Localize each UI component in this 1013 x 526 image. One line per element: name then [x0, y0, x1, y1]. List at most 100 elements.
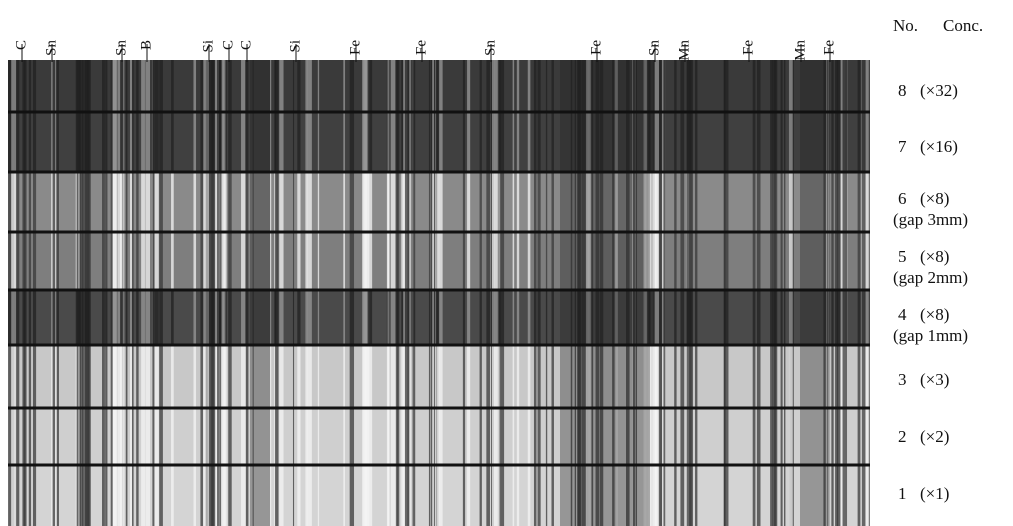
spectral-line: [368, 112, 373, 172]
spectral-line: [436, 408, 439, 465]
spectral-line: [155, 408, 159, 465]
spectral-line: [11, 60, 16, 112]
spectral-line: [223, 408, 225, 465]
spectral-line: [546, 232, 547, 290]
spectral-line: [219, 112, 220, 172]
spectral-line: [111, 408, 113, 465]
spectral-line: [115, 112, 118, 172]
spectral-line: [217, 408, 219, 465]
spectral-line: [405, 60, 409, 112]
spectral-line: [159, 408, 163, 465]
spectral-line: [680, 172, 684, 232]
spectral-line: [429, 60, 430, 112]
element-label: C: [220, 40, 236, 50]
spectral-line: [538, 290, 541, 345]
spectral-line: [486, 408, 490, 465]
spectral-line: [365, 112, 368, 172]
spectral-line: [293, 345, 294, 408]
spectral-line: [388, 60, 389, 112]
spectral-line: [246, 232, 248, 290]
spectral-line: [513, 408, 515, 465]
spectral-line: [82, 60, 84, 112]
spectral-line: [862, 112, 866, 172]
spectral-line: [120, 60, 122, 112]
spectral-line: [757, 465, 761, 526]
spectral-line: [159, 60, 163, 112]
spectral-line: [753, 112, 756, 172]
spectral-line: [241, 408, 245, 465]
spectral-line: [279, 172, 283, 232]
spectral-line: [757, 60, 761, 112]
spectral-line: [858, 465, 861, 526]
spectral-line: [368, 408, 373, 465]
spectral-line: [757, 172, 761, 232]
spectral-line: [831, 290, 833, 345]
spectral-line: [513, 345, 515, 408]
spectral-line: [858, 60, 861, 112]
spectral-line: [412, 172, 415, 232]
spectral-line: [391, 232, 396, 290]
spectral-line: [145, 345, 150, 408]
spectral-line: [827, 290, 828, 345]
row-number: 8: [898, 81, 907, 100]
spectral-line: [123, 408, 124, 465]
spectral-line: [517, 408, 519, 465]
spectral-line: [82, 172, 84, 232]
spectral-line: [115, 345, 118, 408]
spectral-line: [79, 112, 80, 172]
spectral-line: [132, 60, 134, 112]
spectral-line: [270, 345, 271, 408]
spectral-line: [102, 408, 105, 465]
spectral-line: [136, 60, 138, 112]
spectral-line: [115, 232, 118, 290]
spectral-line: [492, 112, 494, 172]
spectral-line: [486, 465, 490, 526]
spectral-line: [655, 172, 659, 232]
spectral-line: [24, 408, 26, 465]
spectral-line: [241, 290, 245, 345]
spectral-line: [680, 60, 684, 112]
spectral-line: [546, 60, 547, 112]
spectral-line: [674, 232, 676, 290]
spectral-line: [397, 408, 400, 465]
element-label: Fe: [413, 40, 429, 55]
element-label: Sn: [113, 40, 129, 56]
spectral-line: [29, 112, 31, 172]
spectral-line: [551, 232, 553, 290]
spectral-line: [365, 408, 368, 465]
spectral-line: [307, 172, 312, 232]
spectral-line: [145, 172, 150, 232]
spectral-line: [219, 232, 220, 290]
spectral-line: [687, 345, 692, 408]
spectral-line: [405, 172, 409, 232]
spectral-line: [123, 232, 124, 290]
spectral-line: [203, 112, 206, 172]
spectral-line: [862, 408, 866, 465]
spectral-line: [789, 408, 793, 465]
spectral-line: [318, 345, 319, 408]
spectral-line: [546, 172, 547, 232]
spectral-line: [680, 408, 684, 465]
spectral-line: [171, 345, 174, 408]
spectral-line: [145, 60, 150, 112]
spectral-line: [217, 345, 219, 408]
row-concentration: (×8): [920, 189, 949, 208]
spectral-line: [159, 232, 163, 290]
spectral-line: [862, 345, 866, 408]
spectral-line: [869, 172, 870, 232]
row-gap: (gap 3mm): [893, 210, 968, 229]
spectral-line: [223, 465, 225, 526]
spectral-line: [136, 112, 138, 172]
spectral-line: [388, 345, 389, 408]
spectral-line: [429, 345, 430, 408]
spectral-line: [79, 290, 80, 345]
spectral-line: [293, 290, 294, 345]
spectral-line: [53, 290, 55, 345]
spectral-line: [513, 465, 515, 526]
element-label: B: [138, 40, 154, 50]
spectral-line: [486, 290, 490, 345]
spectral-line: [784, 465, 785, 526]
spectral-line: [24, 172, 26, 232]
spectral-line: [551, 408, 553, 465]
spectral-line: [534, 408, 537, 465]
